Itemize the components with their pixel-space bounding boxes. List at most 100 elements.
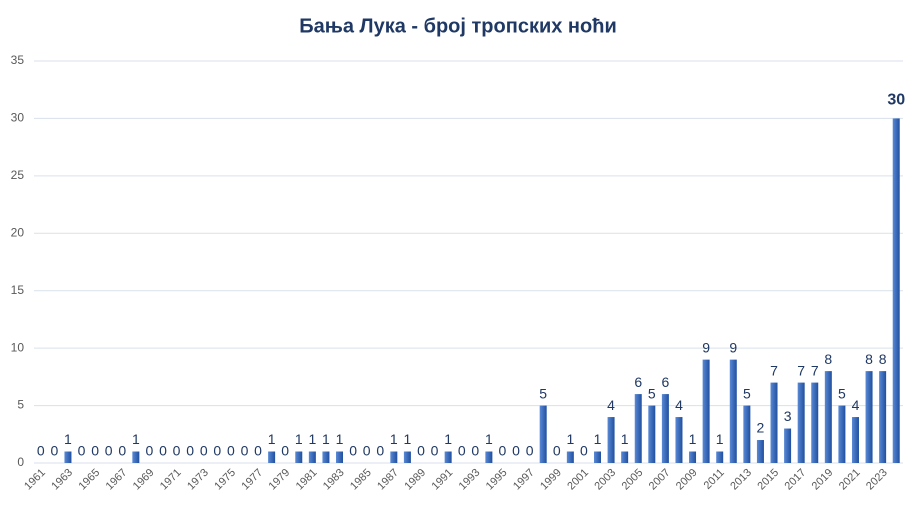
data-label: 6 xyxy=(634,374,642,390)
data-label: 1 xyxy=(594,431,602,447)
data-label: 0 xyxy=(349,443,357,459)
data-label: 0 xyxy=(512,443,520,459)
bar xyxy=(634,394,642,463)
y-tick-label: 25 xyxy=(11,168,25,182)
bar xyxy=(593,451,601,463)
data-label: 1 xyxy=(621,431,629,447)
x-tick-label: 2017 xyxy=(783,467,809,493)
bar xyxy=(268,451,276,463)
data-label: 1 xyxy=(444,431,452,447)
data-label: 8 xyxy=(879,351,887,367)
data-label: 30 xyxy=(887,92,905,109)
bar xyxy=(295,451,303,463)
x-tick-label: 1999 xyxy=(538,467,564,493)
data-label: 0 xyxy=(159,443,167,459)
data-label: 0 xyxy=(376,443,384,459)
x-tick-label: 1961 xyxy=(22,467,48,493)
bar xyxy=(689,451,697,463)
x-tick-label: 2015 xyxy=(755,467,781,493)
bar xyxy=(797,382,805,463)
data-label: 1 xyxy=(268,431,276,447)
data-label: 1 xyxy=(64,431,72,447)
x-tick-label: 2009 xyxy=(674,467,700,493)
data-label: 0 xyxy=(50,443,58,459)
data-label: 0 xyxy=(146,443,154,459)
x-tick-label: 2011 xyxy=(702,467,727,492)
data-label: 1 xyxy=(390,431,398,447)
data-label: 0 xyxy=(227,443,235,459)
data-label: 1 xyxy=(404,431,412,447)
x-tick-label: 1989 xyxy=(402,467,428,493)
bar xyxy=(64,451,72,463)
bar xyxy=(403,451,411,463)
data-label: 8 xyxy=(824,351,832,367)
y-tick-label: 20 xyxy=(11,225,25,239)
bar xyxy=(539,405,547,463)
x-tick-label: 2001 xyxy=(565,467,591,493)
data-label: 4 xyxy=(675,397,683,413)
x-tick-label: 1987 xyxy=(375,467,401,493)
data-label: 5 xyxy=(539,385,547,401)
x-tick-label: 1973 xyxy=(185,467,211,493)
data-label: 8 xyxy=(865,351,873,367)
bar xyxy=(390,451,398,463)
data-label: 5 xyxy=(648,385,656,401)
data-label: 2 xyxy=(757,420,765,436)
data-label: 1 xyxy=(295,431,303,447)
data-label: 0 xyxy=(241,443,249,459)
bar xyxy=(851,417,859,463)
bar xyxy=(879,371,887,463)
x-tick-label: 1975 xyxy=(212,467,238,493)
x-tick-label: 1983 xyxy=(321,467,347,493)
x-tick-label: 1977 xyxy=(239,467,265,493)
bar xyxy=(892,118,900,463)
bar xyxy=(743,405,751,463)
y-tick-label: 5 xyxy=(17,398,24,412)
data-label: 4 xyxy=(852,397,860,413)
data-label: 7 xyxy=(770,362,778,378)
x-tick-label: 2003 xyxy=(592,467,618,493)
data-label: 1 xyxy=(485,431,493,447)
bar xyxy=(729,359,737,463)
data-label: 0 xyxy=(458,443,466,459)
y-tick-label: 30 xyxy=(11,111,25,125)
bar xyxy=(784,428,792,463)
data-label: 0 xyxy=(363,443,371,459)
data-label: 0 xyxy=(213,443,221,459)
y-tick-label: 10 xyxy=(11,340,25,354)
x-tick-label: 2023 xyxy=(864,467,890,493)
data-label: 0 xyxy=(553,443,561,459)
data-label: 4 xyxy=(607,397,615,413)
data-label: 7 xyxy=(811,362,819,378)
bar xyxy=(838,405,846,463)
data-label: 9 xyxy=(729,339,737,355)
x-tick-label: 2007 xyxy=(647,467,673,493)
x-tick-label: 2013 xyxy=(728,467,754,493)
x-tick-label: 1969 xyxy=(131,467,157,493)
data-label: 0 xyxy=(37,443,45,459)
data-label: 0 xyxy=(431,443,439,459)
data-label: 0 xyxy=(254,443,262,459)
y-tick-label: 0 xyxy=(17,455,24,469)
bar xyxy=(661,394,669,463)
bar xyxy=(716,451,724,463)
data-label: 0 xyxy=(118,443,126,459)
data-label: 0 xyxy=(417,443,425,459)
bar xyxy=(607,417,615,463)
data-label: 0 xyxy=(281,443,289,459)
bar xyxy=(444,451,452,463)
bar xyxy=(566,451,574,463)
data-label: 1 xyxy=(716,431,724,447)
bar xyxy=(865,371,873,463)
data-label: 0 xyxy=(580,443,588,459)
x-tick-label: 1967 xyxy=(104,467,130,493)
bar xyxy=(336,451,344,463)
data-label: 1 xyxy=(132,431,140,447)
x-tick-label: 1997 xyxy=(511,467,537,493)
data-label: 0 xyxy=(499,443,507,459)
bar xyxy=(621,451,629,463)
x-tick-label: 1991 xyxy=(430,467,456,493)
x-tick-label: 1981 xyxy=(294,467,320,493)
x-tick-label: 1993 xyxy=(457,467,483,493)
data-label: 0 xyxy=(526,443,534,459)
